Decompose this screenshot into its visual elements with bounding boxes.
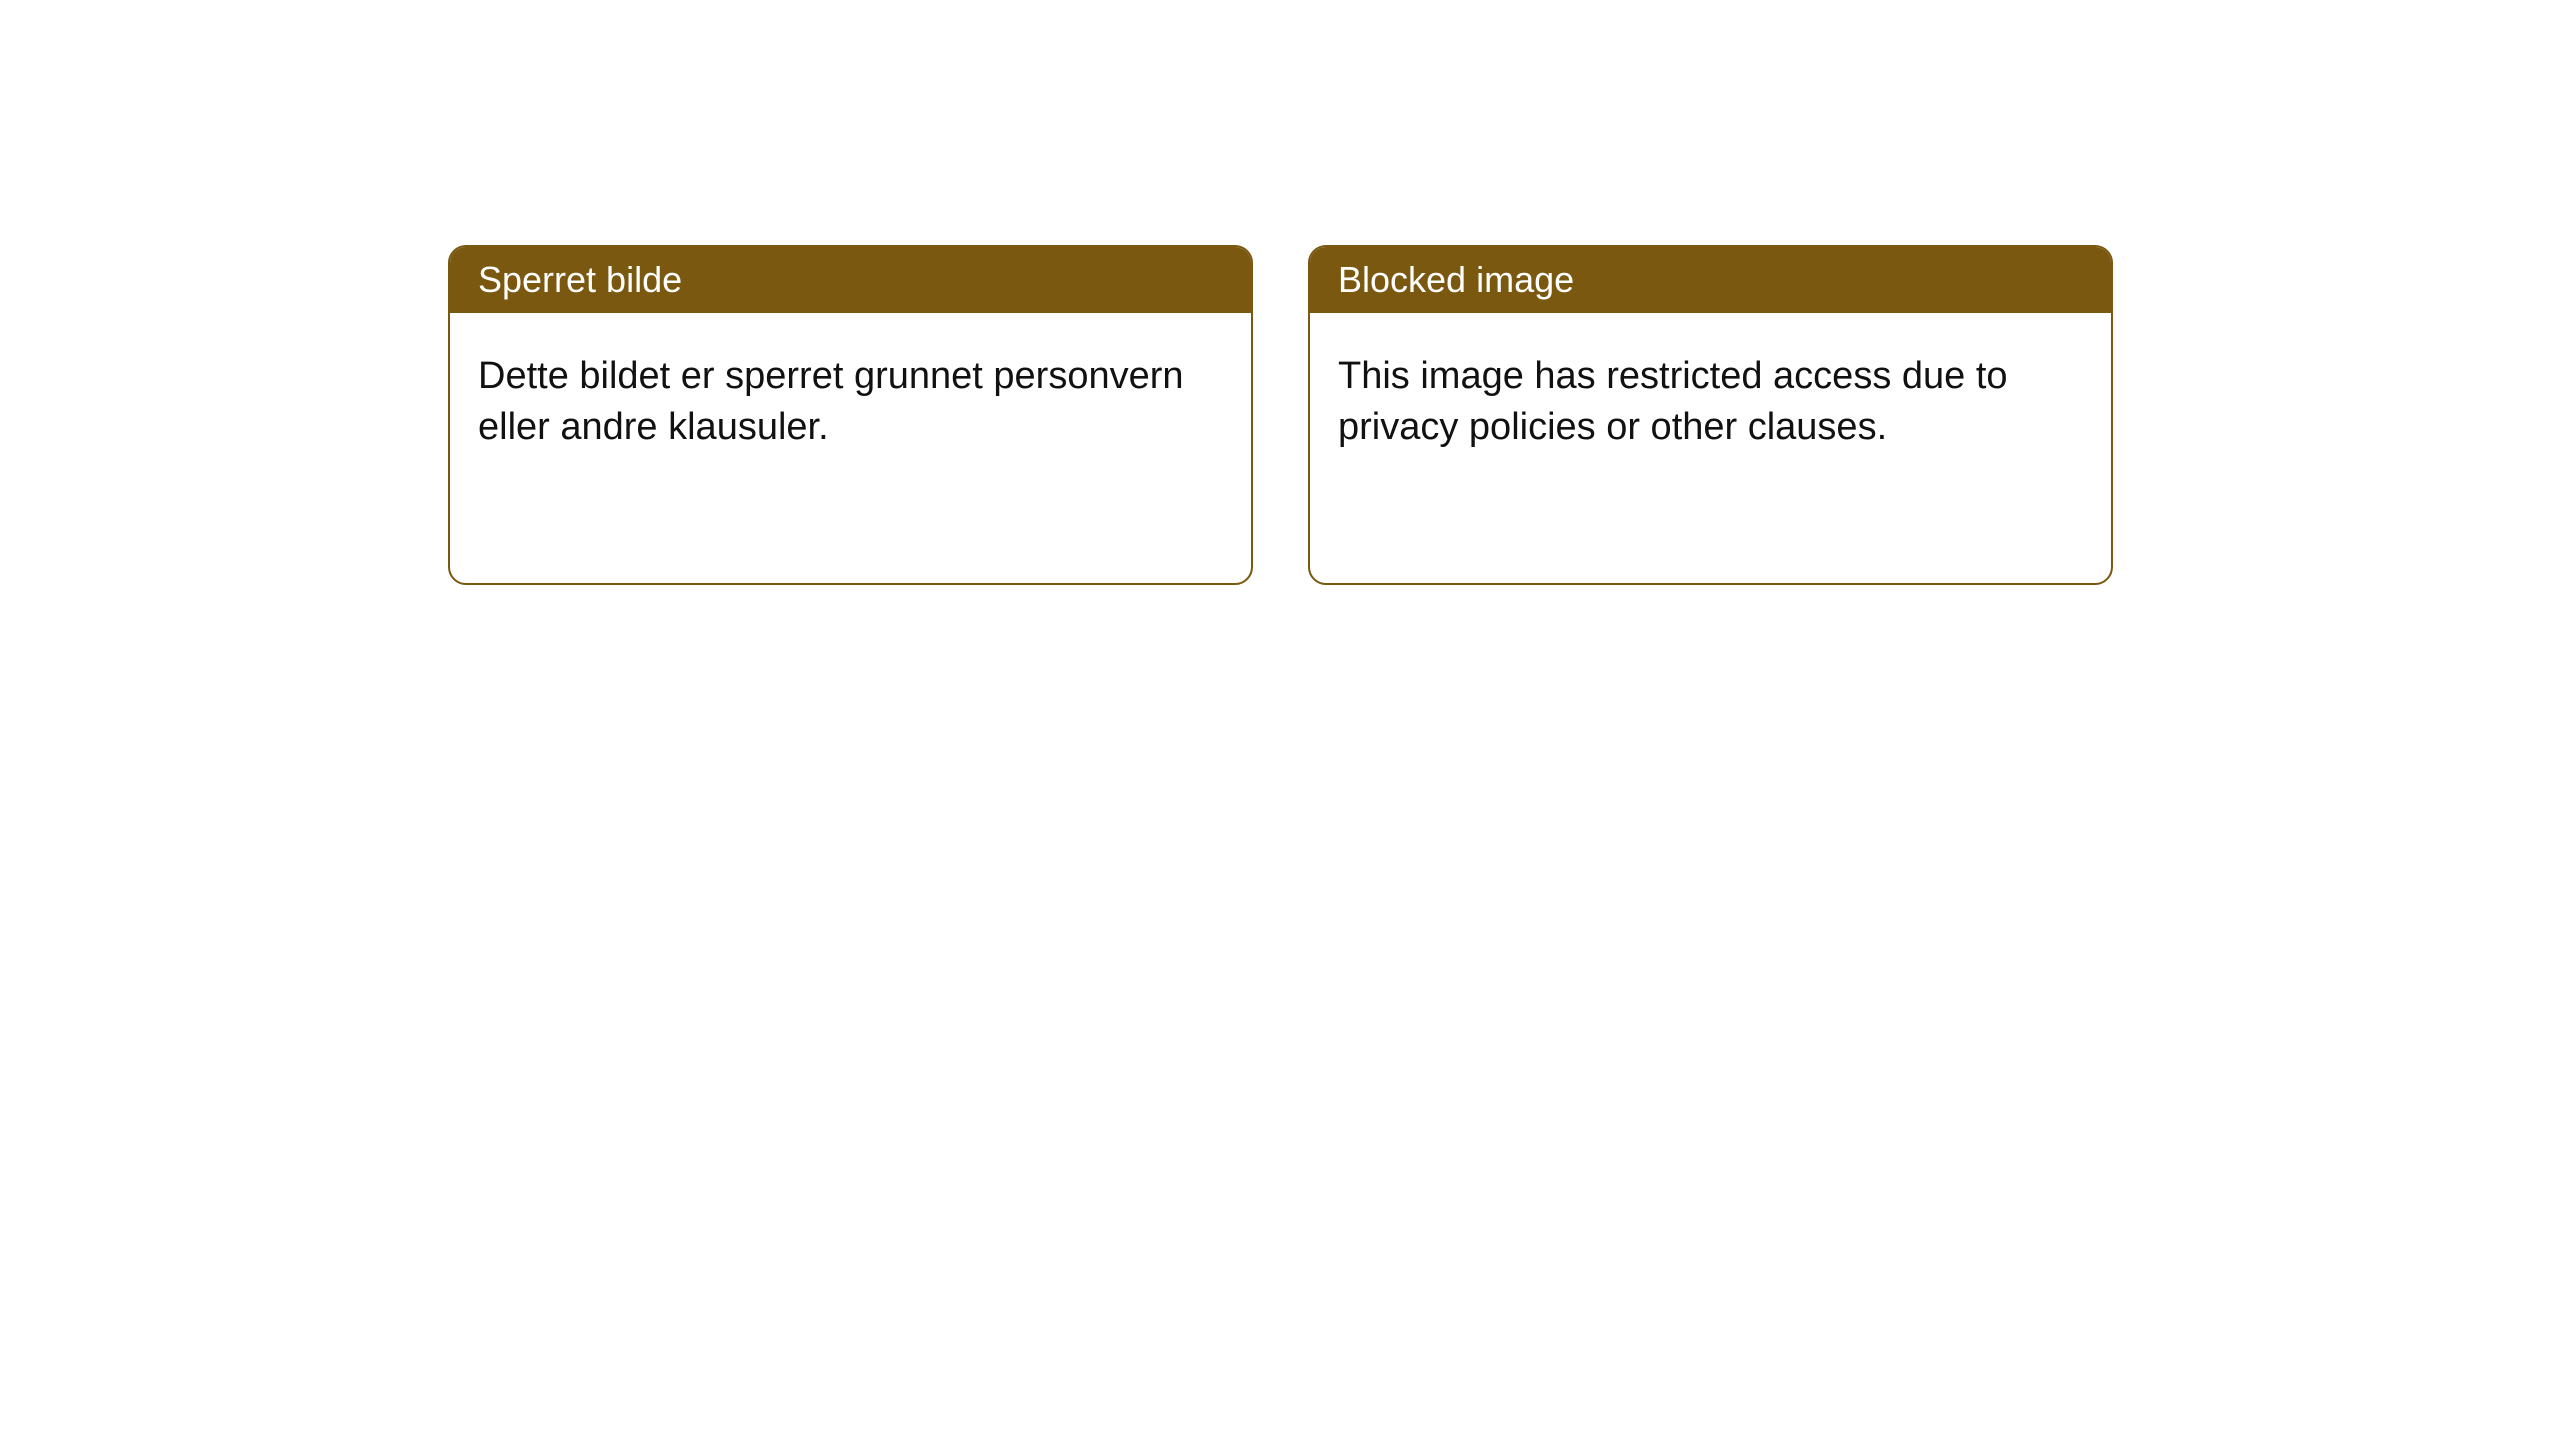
card-message: This image has restricted access due to … [1338,355,2008,448]
card-title: Sperret bilde [478,259,682,300]
blocked-image-cards: Sperret bilde Dette bildet er sperret gr… [448,245,2560,585]
card-header: Sperret bilde [450,247,1251,313]
card-title: Blocked image [1338,259,1574,300]
blocked-image-card-nb: Sperret bilde Dette bildet er sperret gr… [448,245,1253,585]
card-body: Dette bildet er sperret grunnet personve… [450,313,1251,492]
card-message: Dette bildet er sperret grunnet personve… [478,355,1184,448]
card-header: Blocked image [1310,247,2111,313]
card-body: This image has restricted access due to … [1310,313,2111,492]
blocked-image-card-en: Blocked image This image has restricted … [1308,245,2113,585]
